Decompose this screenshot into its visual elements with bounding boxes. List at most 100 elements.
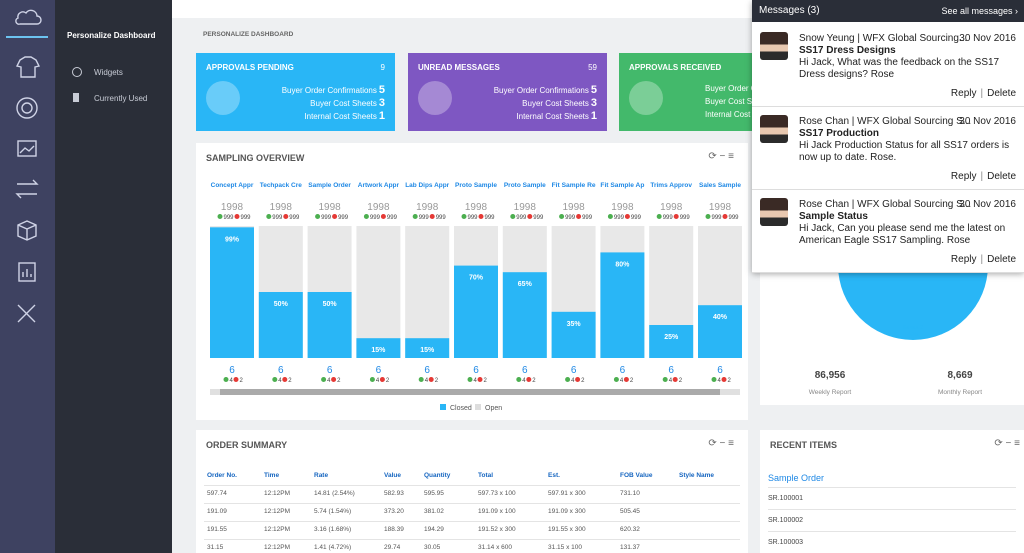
- stage-name: Proto Sample: [504, 182, 546, 189]
- cell: 191.52 x 300: [478, 526, 516, 533]
- sidebar: Personalize Dashboard Widgets Currently …: [55, 0, 172, 553]
- badge-value: 4: [571, 378, 575, 384]
- legend-label: Open: [485, 405, 502, 412]
- badge-value: 999: [533, 215, 544, 221]
- cell: 731.10: [620, 490, 640, 497]
- order-panel: ORDER SUMMARY ⟳ − ≡ Order No. Time Rate Val…: [196, 430, 748, 553]
- panel-tools[interactable]: ⟳ − ≡: [994, 438, 1020, 449]
- stage-count: 6: [620, 365, 626, 376]
- card-row: Buyer Cost Sheets 3: [522, 97, 597, 109]
- see-all-link[interactable]: See all messages ›: [941, 6, 1018, 16]
- cell: 620.32: [620, 526, 640, 533]
- row-label: Internal Cost Sheets: [516, 112, 589, 121]
- badge-dot: [234, 214, 240, 219]
- bar-closed: [356, 338, 401, 358]
- card-row: Buyer Cost Sheets 3: [310, 97, 385, 109]
- card-count: 9: [380, 63, 385, 72]
- badge-dot: [575, 377, 581, 382]
- card-row: Buyer Cost Sheets: [705, 97, 760, 106]
- badge-dot: [380, 214, 386, 219]
- badge-value: 2: [581, 378, 585, 384]
- message[interactable]: Rose Chan | WFX Global Sourcing S... 30 N…: [752, 190, 1024, 273]
- panel-title: ORDER SUMMARY: [206, 440, 288, 450]
- sender: Rose Chan | WFX Global Sourcing S...: [799, 199, 972, 210]
- badge-value: 4: [474, 378, 478, 384]
- badge-value: 999: [468, 215, 479, 221]
- badge-dot: [624, 214, 630, 219]
- stage-total: 1998: [562, 202, 585, 213]
- badge-value: 2: [435, 378, 439, 384]
- card-row: Internal Cost Sheets 1: [516, 110, 597, 122]
- cell: 31.15: [207, 544, 224, 551]
- badge-dot: [266, 214, 272, 219]
- card-title: APPROVALS RECEIVED: [629, 63, 722, 72]
- panel-tools[interactable]: ⟳ − ≡: [708, 151, 734, 162]
- bar-closed: [405, 338, 450, 358]
- summary-card[interactable]: APPROVALS RECEIVED Buyer Order Confirmati…: [619, 53, 760, 131]
- badge-dot: [363, 214, 369, 219]
- badge-dot: [412, 214, 418, 219]
- recent-item[interactable]: SR.100002: [768, 517, 804, 524]
- messages-title: Messages (3): [759, 5, 820, 16]
- stage-total: 1998: [318, 202, 341, 213]
- badge-value: 4: [620, 378, 624, 384]
- row-label: Buyer Cost Sheets: [310, 99, 377, 108]
- sidebar-item[interactable]: Currently Used: [94, 94, 148, 103]
- summary-card[interactable]: APPROVALS PENDING 9 Buyer Order Confirmati…: [196, 53, 395, 131]
- badge-dot: [429, 214, 435, 219]
- badge-value: 4: [278, 378, 282, 384]
- badge-dot: [369, 377, 375, 382]
- reply[interactable]: Reply: [950, 88, 977, 99]
- stat-value: 86,956: [814, 370, 846, 381]
- recent-heading[interactable]: Sample Order: [768, 473, 825, 483]
- stage-total: 1998: [514, 202, 537, 213]
- row-line: [204, 485, 740, 486]
- stage-count: 6: [717, 365, 723, 376]
- card-row: Buyer Order Confirmations 5: [494, 84, 597, 96]
- summary-card[interactable]: UNREAD MESSAGES 59 Buyer Order Confirmatio…: [408, 53, 607, 131]
- cell: 31.14 x 600: [478, 544, 512, 551]
- bar-label: 40%: [713, 314, 728, 321]
- stage-name: Sales Sample: [699, 182, 741, 189]
- panel-tools[interactable]: ⟳ − ≡: [708, 438, 734, 449]
- delete[interactable]: Delete: [987, 171, 1016, 182]
- bar-open: [405, 226, 450, 358]
- badge-dot: [705, 214, 711, 219]
- bar-label: 15%: [371, 347, 386, 354]
- rail-icons: [6, 9, 48, 323]
- stage-name: Fit Sample Ap: [600, 182, 644, 189]
- row-value: 1: [378, 110, 385, 122]
- cell: 5.74 (1.54%): [314, 508, 352, 515]
- row-label: Buyer Order Confirmations: [493, 86, 589, 95]
- message[interactable]: Rose Chan | WFX Global Sourcing S... 30 N…: [752, 107, 1024, 190]
- bar-label: 25%: [664, 334, 679, 341]
- row-value: 5: [590, 84, 597, 96]
- stat-label: Weekly Report: [808, 389, 852, 396]
- stage-count: 6: [473, 365, 479, 376]
- message[interactable]: Snow Yeung | WFX Global Sourcing... 30 No…: [752, 24, 1024, 107]
- badge-dot: [662, 377, 668, 382]
- stage-count: 6: [278, 365, 284, 376]
- sep: |: [980, 171, 984, 182]
- sidebar-item[interactable]: Widgets: [94, 68, 123, 77]
- stage-count: 6: [327, 365, 333, 376]
- bar-open: [356, 226, 401, 358]
- bar-closed: [698, 305, 742, 358]
- stage-name: Fit Sample Re: [552, 182, 596, 189]
- actions: Reply | Delete: [951, 254, 1016, 265]
- stage-count: 6: [229, 365, 235, 376]
- badge-dot: [477, 377, 483, 382]
- delete[interactable]: Delete: [987, 254, 1016, 265]
- reply[interactable]: Reply: [950, 171, 977, 182]
- reply[interactable]: Reply: [950, 254, 977, 265]
- col-header: Style Name: [679, 472, 715, 479]
- badge-dot: [332, 214, 338, 219]
- cell: 191.09 x 300: [548, 508, 586, 515]
- badge-value: 999: [712, 215, 723, 221]
- recent-item[interactable]: SR.100003: [768, 539, 804, 546]
- recent-item[interactable]: SR.100001: [768, 495, 804, 502]
- bar-label: 15%: [420, 347, 435, 354]
- delete[interactable]: Delete: [987, 88, 1016, 99]
- cell: 194.29: [424, 526, 444, 533]
- col-header: Quantity: [424, 472, 451, 479]
